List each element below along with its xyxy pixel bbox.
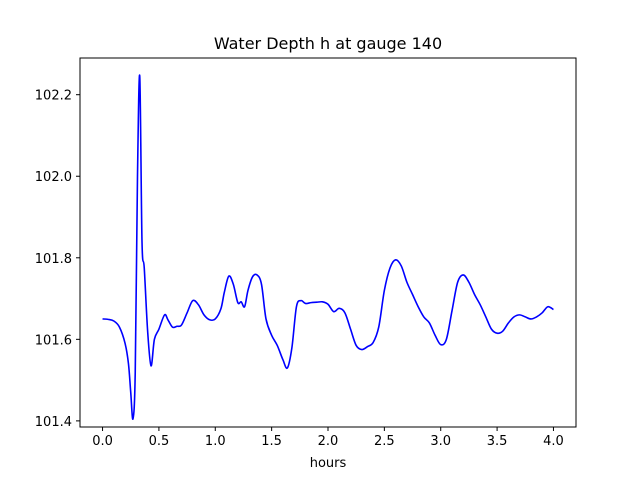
axes-frame	[79, 57, 577, 428]
x-tick-label: 2.5	[374, 434, 395, 449]
x-axis: 0.0 0.5 1.0 1.5 2.0 2.5 3.0 3.5 4.0	[92, 427, 564, 449]
y-tick-label: 101.6	[35, 333, 72, 348]
plot-area	[102, 74, 554, 420]
series-line	[102, 74, 554, 420]
y-tick-label: 101.8	[35, 252, 72, 267]
y-tick-label: 101.4	[35, 415, 72, 430]
x-tick-label: 2.0	[318, 434, 339, 449]
x-tick-label: 1.0	[205, 434, 226, 449]
x-tick-label: 4.0	[543, 434, 564, 449]
x-tick-label: 0.5	[149, 434, 170, 449]
chart-title: Water Depth h at gauge 140	[214, 34, 442, 53]
x-tick-label: 3.0	[430, 434, 451, 449]
x-tick-label: 0.0	[92, 434, 113, 449]
x-tick-label: 1.5	[261, 434, 282, 449]
x-tick-label: 3.5	[487, 434, 508, 449]
y-tick-label: 102.2	[35, 89, 72, 104]
x-axis-label: hours	[310, 456, 347, 471]
y-axis: 101.4 101.6 101.8 102.0 102.2	[35, 89, 80, 430]
y-tick-label: 102.0	[35, 170, 72, 185]
